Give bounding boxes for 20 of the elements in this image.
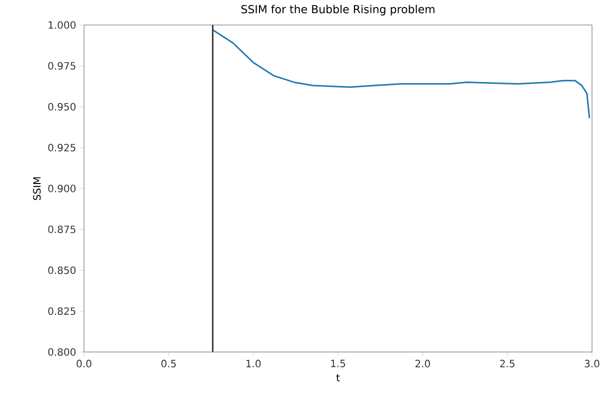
x-tick-label: 1.5	[331, 360, 346, 368]
chart-title: SSIM for the Bubble Rising problem	[241, 4, 434, 16]
y-tick-label: 0.900	[48, 184, 76, 192]
y-tick-label: 0.875	[48, 226, 76, 234]
x-tick-label: 3.0	[584, 360, 600, 368]
y-tick-label: 0.850	[48, 266, 76, 274]
y-tick-label: 0.950	[48, 102, 76, 111]
x-tick-label: 0.0	[76, 360, 92, 368]
y-tick-label: 0.800	[48, 348, 76, 356]
line-series	[212, 29, 590, 119]
y-tick-label: 1.000	[48, 21, 76, 29]
y-tick-label: 0.975	[48, 62, 76, 70]
x-tick-label: 2.5	[500, 360, 514, 368]
y-tick-label: 0.825	[48, 307, 76, 315]
x-tick-label: 2.0	[415, 360, 430, 368]
y-axis-title: SSIM	[33, 177, 41, 200]
x-axis-title: t	[336, 374, 340, 382]
x-tick-label: 1.0	[246, 360, 261, 368]
y-tick-label: 0.925	[48, 144, 76, 152]
x-tick-label: 0.5	[161, 360, 176, 368]
